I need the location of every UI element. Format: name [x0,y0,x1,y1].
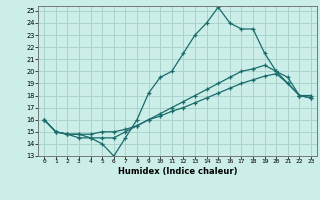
X-axis label: Humidex (Indice chaleur): Humidex (Indice chaleur) [118,167,237,176]
